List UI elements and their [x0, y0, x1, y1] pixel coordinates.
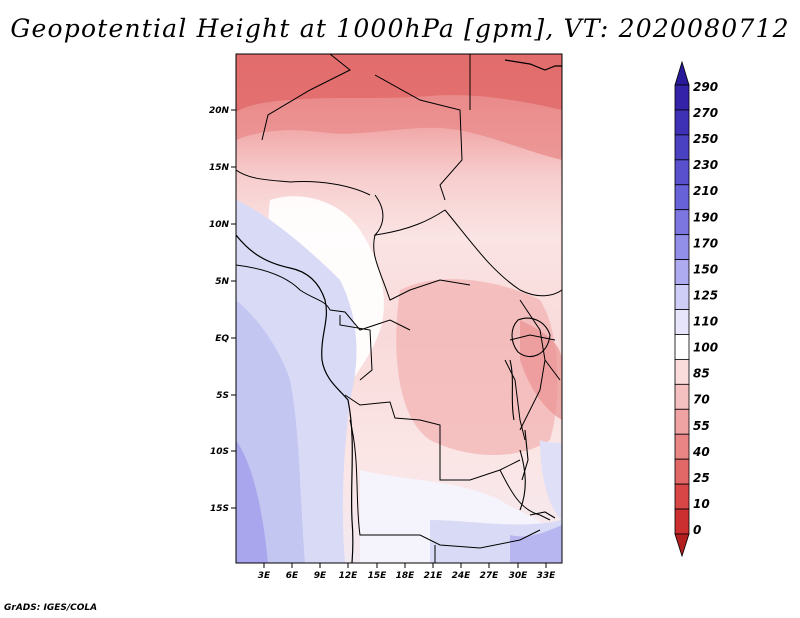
colorbar-segment — [674, 284, 690, 310]
colorbar-segment — [674, 433, 690, 460]
colorbar-label: 170 — [693, 236, 718, 250]
lon-tick-label: 33E — [537, 571, 557, 581]
colorbar-segment — [674, 234, 690, 261]
lon-tick-label: 12E — [339, 571, 359, 581]
lat-tick-label: 20N — [209, 106, 230, 116]
lat-axis: 20N 15N 10N 5N EQ 5S 10S 15S — [209, 106, 236, 514]
lon-tick-label: 21E — [424, 571, 444, 581]
lon-tick-label: 27E — [480, 571, 500, 581]
colorbar-label: 250 — [693, 132, 718, 146]
country-boundaries — [236, 54, 562, 563]
lat-tick-label: 5N — [215, 277, 229, 287]
colorbar-label: 85 — [693, 367, 710, 381]
colorbar-label: 110 — [693, 315, 718, 329]
lon-tick-label: 9E — [314, 571, 327, 581]
colorbar-label: 70 — [693, 393, 710, 407]
lon-tick-label: 3E — [258, 571, 271, 581]
lat-tick-label: 10N — [209, 220, 230, 230]
colorbar-segment — [674, 383, 690, 410]
lon-tick-label: 15E — [368, 571, 388, 581]
colorbar-segment — [674, 134, 690, 161]
colorbar-segment — [674, 184, 690, 211]
lon-tick-label: 18E — [396, 571, 416, 581]
lon-axis: 3E 6E 9E 12E 15E 18E 21E 24E 27E 30E 33E — [258, 563, 556, 581]
colorbar-segment — [674, 84, 690, 111]
colorbar-top-triangle — [674, 60, 690, 86]
colorbar-segment — [674, 408, 690, 435]
lat-tick-label: 15N — [209, 163, 230, 173]
map-frame — [235, 53, 563, 564]
colorbar-segment — [674, 458, 690, 485]
colorbar-segment — [674, 159, 690, 186]
lon-tick-label: 6E — [286, 571, 299, 581]
height-field — [236, 54, 562, 563]
lon-tick-label: 24E — [452, 571, 472, 581]
colorbar-label: 25 — [693, 471, 710, 485]
colorbar-segment — [674, 259, 690, 285]
colorbar-label: 100 — [693, 341, 718, 355]
lat-tick-label: 15S — [210, 504, 229, 514]
colorbar-segment — [674, 508, 690, 535]
colorbar-label: 190 — [693, 210, 718, 224]
map-title: Geopotential Height at 1000hPa [gpm], VT… — [10, 14, 790, 43]
colorbar-label: 40 — [692, 445, 710, 459]
colorbar-label: 125 — [693, 288, 718, 302]
colorbar-segment — [674, 109, 690, 136]
colorbar: 2902702502302101901701501251101008570554… — [674, 60, 718, 558]
colorbar-label: 55 — [693, 419, 710, 433]
colorbar-bottom-triangle — [674, 533, 690, 558]
colorbar-label: 210 — [693, 184, 718, 198]
colorbar-label: 290 — [693, 80, 718, 94]
colorbar-label: 150 — [693, 262, 718, 276]
coastline — [236, 234, 354, 563]
lon-tick-label: 30E — [509, 571, 529, 581]
colorbar-label: 230 — [693, 158, 718, 172]
colorbar-label: 0 — [693, 523, 701, 537]
colorbar-label: 270 — [693, 106, 718, 120]
colorbar-segment — [674, 309, 690, 335]
lat-tick-label: 5S — [216, 391, 229, 401]
colorbar-segment — [674, 358, 690, 385]
colorbar-segment — [674, 483, 690, 510]
lat-tick-label: EQ — [215, 334, 229, 344]
lat-tick-label: 10S — [210, 447, 229, 457]
lakes — [509, 317, 556, 519]
footer-credit: GrADS: IGES/COLA — [4, 603, 98, 613]
colorbar-segment — [674, 209, 690, 236]
colorbar-segment — [674, 334, 690, 360]
colorbar-label: 10 — [693, 497, 710, 511]
